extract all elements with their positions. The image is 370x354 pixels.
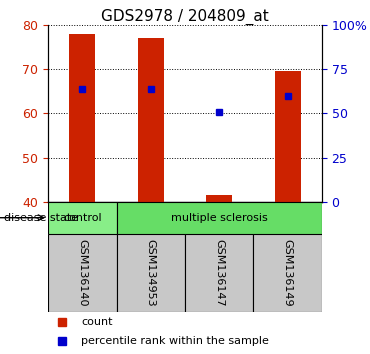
Title: GDS2978 / 204809_at: GDS2978 / 204809_at — [101, 8, 269, 25]
Bar — [253, 234, 322, 312]
Bar — [48, 202, 117, 234]
Text: multiple sclerosis: multiple sclerosis — [171, 213, 268, 223]
Text: GSM136140: GSM136140 — [77, 239, 87, 306]
Text: GSM136149: GSM136149 — [283, 239, 293, 307]
Text: percentile rank within the sample: percentile rank within the sample — [81, 336, 269, 346]
Bar — [206, 195, 232, 202]
Bar — [117, 234, 185, 312]
Bar — [185, 234, 253, 312]
Bar — [69, 34, 95, 202]
Bar — [138, 38, 164, 202]
Text: control: control — [63, 213, 102, 223]
Text: GSM134953: GSM134953 — [146, 239, 156, 307]
Text: count: count — [81, 318, 112, 327]
Bar — [117, 202, 322, 234]
Bar — [275, 71, 301, 202]
Bar — [48, 234, 117, 312]
Text: GSM136147: GSM136147 — [214, 239, 224, 307]
Text: disease state: disease state — [4, 213, 78, 223]
